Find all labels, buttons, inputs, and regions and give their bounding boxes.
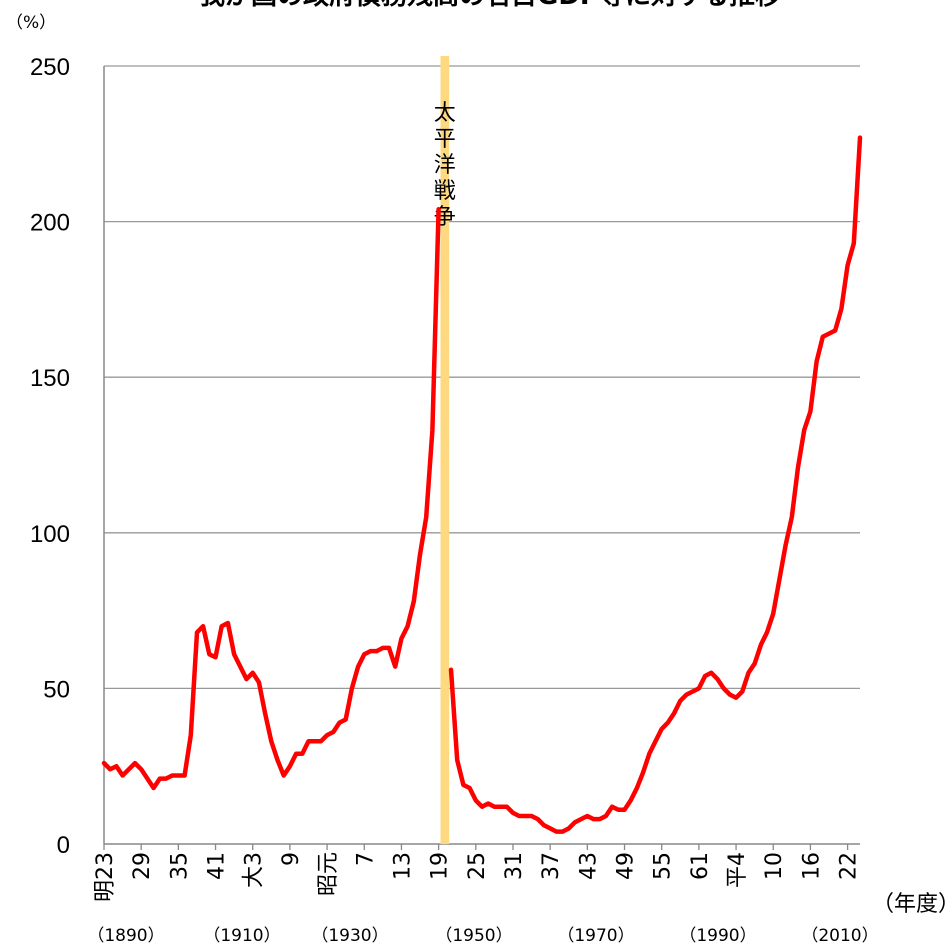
era-year-label: （1930） (311, 926, 388, 946)
x-tick-label: 43 (576, 852, 601, 880)
x-tick-label: 41 (205, 852, 230, 880)
x-tick-label: 9 (279, 852, 304, 866)
war-period-band (440, 56, 450, 844)
x-tick-label: 10 (762, 852, 787, 880)
era-year-label: （1910） (203, 926, 280, 946)
era-year-label: （1890） (87, 926, 164, 946)
y-tick-label: 50 (43, 676, 70, 703)
series-line-postwar (448, 135, 863, 834)
x-tick-label: 35 (167, 852, 192, 880)
war-label-char: 平 (434, 127, 456, 152)
y-tick-label: 0 (57, 832, 70, 859)
x-tick-label: 7 (353, 852, 378, 866)
x-tick-label: 22 (837, 852, 862, 880)
war-label-char: 洋 (434, 153, 456, 178)
war-label-char: 戦 (434, 179, 456, 204)
y-tick-label: 150 (30, 365, 70, 392)
era-year-label: （1990） (679, 926, 756, 946)
x-tick-label: 13 (390, 852, 415, 880)
x-tick-labels: 明23 29 35 41 大3 9 昭元 7 13 19 25 31 37 43 49 55 61 平4 10 16 2… (93, 844, 862, 902)
series-line-prewar (101, 206, 441, 791)
era-year-label: （1970） (557, 926, 634, 946)
war-label-char: 太 (434, 101, 456, 126)
x-tick-label: 19 (428, 852, 453, 880)
x-tick-label: 16 (799, 852, 824, 880)
gridlines (103, 65, 860, 845)
x-tick-label: 49 (614, 852, 639, 880)
x-tick-label: 31 (502, 852, 527, 880)
y-axis-unit-label: （%） (6, 13, 56, 33)
x-tick-label: 大3 (242, 852, 267, 888)
x-axis-unit-label: （年度） (872, 892, 947, 917)
y-tick-label: 200 (30, 210, 70, 237)
y-tick-label: 100 (30, 521, 70, 548)
x-tick-label: 平4 (725, 852, 750, 888)
era-year-labels: （1890） （1910） （1930） （1950） （1970） （1990） （201… (87, 926, 878, 946)
x-tick-label: 29 (130, 852, 155, 880)
war-band (440, 56, 450, 844)
x-tick-label: 61 (688, 852, 713, 880)
x-tick-label: 25 (465, 852, 490, 880)
x-tick-label: 明23 (93, 852, 118, 902)
era-year-label: （2010） (801, 926, 878, 946)
series-lines (101, 135, 863, 834)
x-tick-label: 55 (651, 852, 676, 880)
y-tick-labels: 0 50 100 150 200 250 (30, 54, 70, 859)
x-tick-label: 37 (539, 852, 564, 880)
era-year-label: （1950） (435, 926, 512, 946)
chart-title: 我が国の政府債務残高の名目GDP等に対する推移 (199, 0, 781, 11)
x-tick-label: 昭元 (316, 852, 341, 896)
y-tick-label: 250 (30, 54, 70, 81)
